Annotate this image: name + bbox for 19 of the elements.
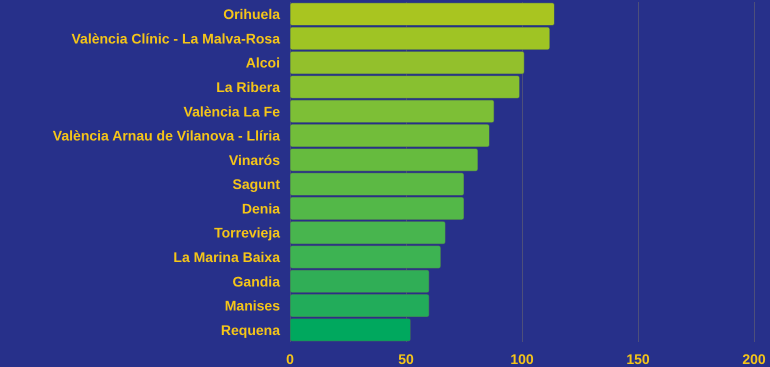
y-tick-label: Orihuela <box>223 6 280 22</box>
x-tick-label: 150 <box>626 351 650 367</box>
y-tick-label: Torrevieja <box>214 224 280 241</box>
y-tick-label: València Clínic - La Malva-Rosa <box>71 30 280 46</box>
y-tick-label: Manises <box>224 298 280 314</box>
y-tick-label: València La Fe <box>184 103 280 120</box>
x-tick-label: 0 <box>286 351 294 367</box>
y-tick-label: Vinarós <box>228 152 280 168</box>
x-tick-label: 100 <box>510 351 534 367</box>
x-tick-label: 200 <box>742 351 766 367</box>
y-tick-label: La Ribera <box>216 79 280 95</box>
y-tick-label: Alcoi <box>246 54 280 71</box>
y-tick-label: La Marina Baixa <box>173 249 280 265</box>
y-tick-label: Denia <box>242 200 280 216</box>
y-tick-label: València Arnau de Vilanova - Llíria <box>52 128 280 144</box>
x-tick-label: 50 <box>398 351 414 367</box>
y-tick-label: Sagunt <box>232 176 280 192</box>
y-tick-label: Requena <box>220 322 280 338</box>
y-tick-label: Gandia <box>232 273 280 290</box>
